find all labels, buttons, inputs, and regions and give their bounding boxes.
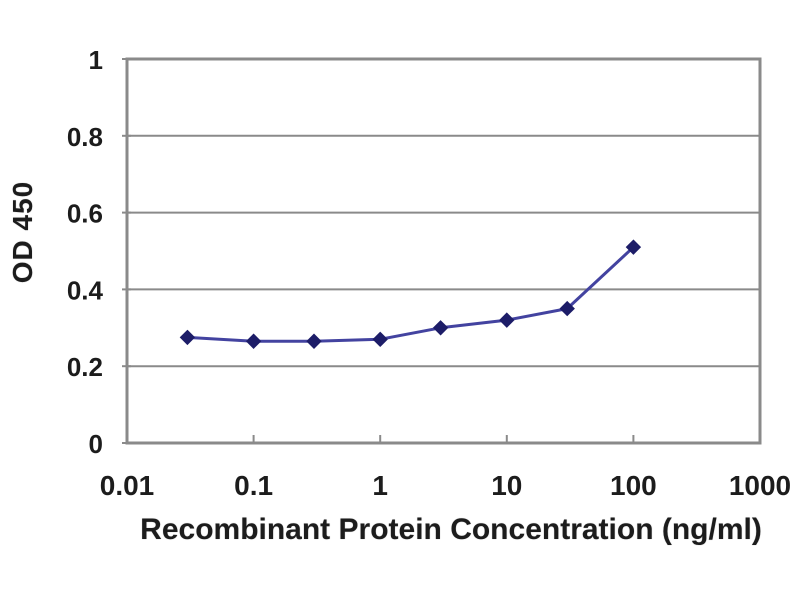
- y-tick-label: 0.6: [67, 199, 103, 229]
- axis-frame: [125, 57, 762, 445]
- x-tick-label: 1: [372, 470, 388, 501]
- x-axis-title: Recombinant Protein Concentration (ng/ml…: [140, 513, 762, 546]
- y-tick-label: 0.2: [67, 352, 103, 382]
- data-point-marker: [625, 239, 642, 255]
- series-line: [185, 245, 635, 343]
- x-tick-label: 0.01: [100, 470, 155, 501]
- x-tick-label: 100: [610, 470, 657, 501]
- data-point-marker: [559, 300, 575, 317]
- data-point-marker: [432, 320, 449, 336]
- data-point-marker: [372, 331, 388, 348]
- x-tick-label: 10: [491, 470, 522, 501]
- y-tick-label: 0.4: [67, 275, 104, 305]
- data-point-marker: [179, 329, 196, 346]
- y-tick-label: 0.8: [67, 122, 103, 152]
- data-point-marker: [306, 333, 322, 349]
- y-tick-label: 1: [89, 45, 103, 75]
- x-tick-label: 1000: [729, 470, 791, 501]
- x-tick-label: 0.1: [234, 470, 273, 501]
- data-point-marker: [499, 312, 515, 328]
- y-tick-label: 0: [89, 429, 103, 459]
- y-axis-title: OD 450: [7, 180, 38, 284]
- data-point-marker: [245, 333, 262, 349]
